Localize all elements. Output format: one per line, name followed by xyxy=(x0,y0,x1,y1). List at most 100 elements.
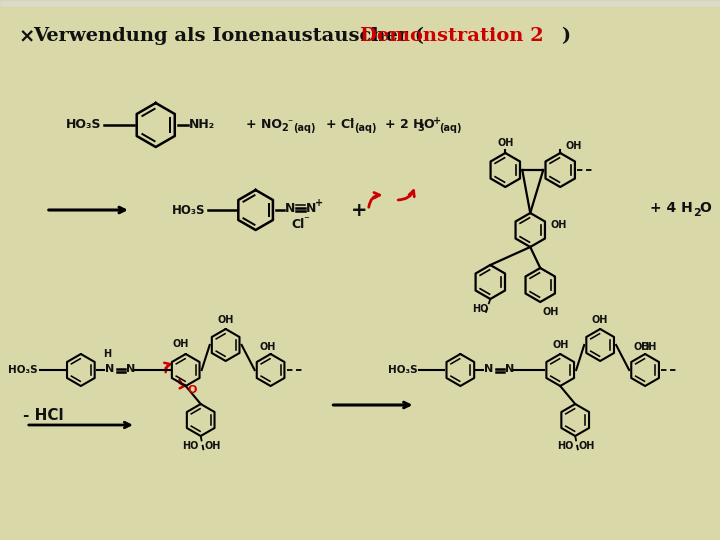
Bar xyxy=(1,0,720,4)
Bar xyxy=(1,1,720,4)
Bar xyxy=(1,0,720,3)
Bar xyxy=(1,1,720,4)
Bar xyxy=(1,0,720,3)
Bar xyxy=(1,1,720,5)
Bar xyxy=(1,2,720,5)
Text: (aq): (aq) xyxy=(294,123,316,133)
Bar xyxy=(1,1,720,4)
Bar xyxy=(1,1,720,4)
Bar xyxy=(1,1,720,5)
Bar xyxy=(1,1,720,5)
Bar xyxy=(1,0,720,4)
Bar xyxy=(1,0,720,3)
Bar xyxy=(1,1,720,4)
Bar xyxy=(1,1,720,5)
Bar xyxy=(1,0,720,3)
Bar xyxy=(1,0,720,3)
Text: H: H xyxy=(103,349,111,359)
Bar xyxy=(1,1,720,4)
Bar xyxy=(1,1,720,4)
Bar xyxy=(1,1,720,4)
Bar xyxy=(1,2,720,5)
Bar xyxy=(1,0,720,4)
Text: O: O xyxy=(423,118,434,132)
Text: NH₂: NH₂ xyxy=(189,118,215,132)
Text: OH: OH xyxy=(259,342,276,352)
Bar xyxy=(1,1,720,5)
Bar xyxy=(1,1,720,4)
Bar xyxy=(1,1,720,4)
Text: N: N xyxy=(284,201,295,214)
Bar xyxy=(1,2,720,5)
Bar xyxy=(1,0,720,3)
Text: ⁻: ⁻ xyxy=(287,118,293,128)
Bar xyxy=(1,2,720,5)
Bar xyxy=(1,1,720,5)
Bar xyxy=(1,1,720,4)
Bar xyxy=(1,2,720,5)
Bar xyxy=(1,0,720,3)
Bar xyxy=(1,2,720,5)
Bar xyxy=(1,1,720,4)
Text: + 2 H: + 2 H xyxy=(385,118,424,132)
Bar xyxy=(1,0,720,3)
Bar xyxy=(1,1,720,5)
Bar xyxy=(1,0,720,3)
Bar xyxy=(1,1,720,5)
Bar xyxy=(1,2,720,5)
Bar xyxy=(1,0,720,3)
Bar xyxy=(1,0,720,3)
Bar xyxy=(1,0,720,4)
Bar xyxy=(1,1,720,4)
Bar xyxy=(1,0,720,3)
Bar xyxy=(1,1,720,4)
Text: OH: OH xyxy=(217,315,234,325)
Text: OH: OH xyxy=(497,138,513,148)
Bar xyxy=(1,0,720,4)
Bar xyxy=(1,0,720,4)
Bar xyxy=(1,0,720,3)
Text: N: N xyxy=(126,364,135,374)
Text: OH: OH xyxy=(634,342,650,352)
Bar xyxy=(1,0,720,4)
Bar xyxy=(1,0,720,3)
Bar xyxy=(1,1,720,5)
Bar xyxy=(1,0,720,3)
Bar xyxy=(1,0,720,3)
Text: OH: OH xyxy=(550,220,567,230)
Bar xyxy=(1,1,720,5)
Bar xyxy=(1,2,720,5)
Text: + NO: + NO xyxy=(246,118,282,132)
Bar xyxy=(1,0,720,3)
Bar xyxy=(1,1,720,5)
Bar xyxy=(1,0,720,4)
Bar xyxy=(1,1,720,4)
Bar xyxy=(1,0,720,3)
Bar xyxy=(1,1,720,4)
Text: HO₃S: HO₃S xyxy=(66,118,102,132)
Bar xyxy=(1,0,720,3)
Bar xyxy=(1,0,720,3)
Bar xyxy=(1,2,720,5)
Bar xyxy=(1,0,720,4)
Bar xyxy=(1,0,720,3)
Bar xyxy=(1,2,720,5)
Bar xyxy=(1,0,720,4)
Bar xyxy=(1,1,720,5)
Bar xyxy=(1,0,720,4)
Bar xyxy=(1,1,720,4)
Bar xyxy=(1,0,720,4)
Text: HO₃S: HO₃S xyxy=(172,204,206,217)
Bar xyxy=(1,2,720,5)
Text: Demonstration 2: Demonstration 2 xyxy=(361,27,544,45)
Bar xyxy=(1,1,720,4)
Bar xyxy=(1,0,720,3)
Bar xyxy=(1,1,720,5)
Bar xyxy=(1,0,720,3)
Bar xyxy=(1,0,720,4)
Bar xyxy=(1,1,720,4)
Bar xyxy=(1,1,720,4)
Bar xyxy=(1,0,720,3)
Bar xyxy=(1,0,720,3)
Bar xyxy=(1,2,720,5)
